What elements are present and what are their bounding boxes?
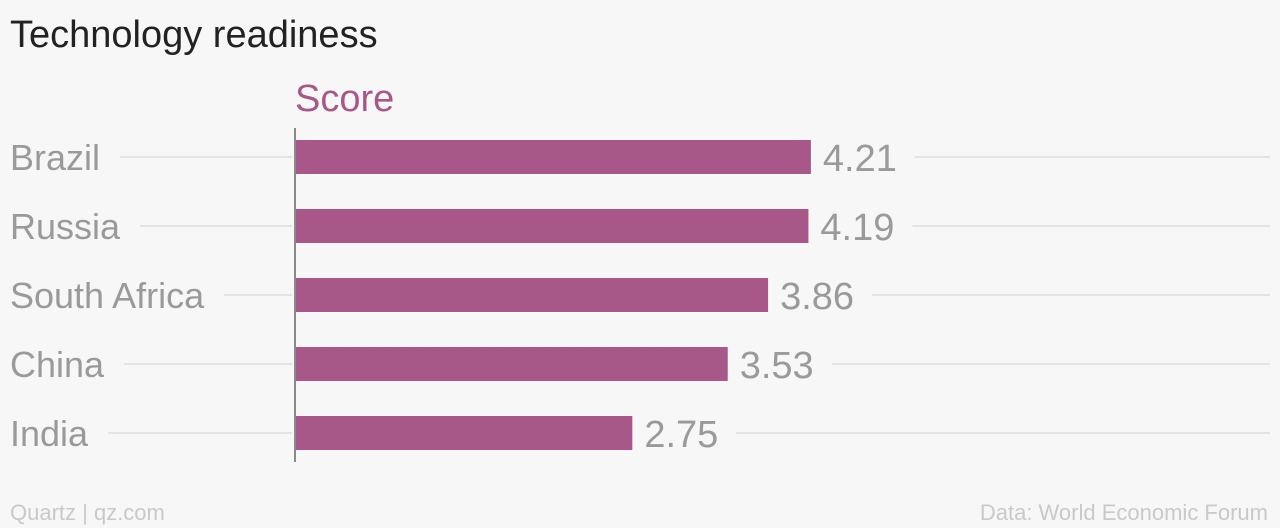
- chart-title: Technology readiness: [10, 14, 378, 56]
- category-label: South Africa: [10, 275, 205, 316]
- category-label: Russia: [10, 206, 121, 247]
- value-label: 2.75: [644, 414, 718, 456]
- value-label: 3.53: [740, 345, 814, 387]
- value-label: 4.19: [820, 207, 894, 249]
- bar: [296, 416, 633, 450]
- bar: [296, 209, 809, 243]
- category-label: Brazil: [10, 137, 100, 178]
- bar: [296, 347, 728, 381]
- series-label: Score: [295, 78, 395, 120]
- bar: [296, 140, 811, 174]
- value-label: 4.21: [823, 138, 897, 180]
- category-label: India: [10, 413, 89, 454]
- bar: [296, 278, 769, 312]
- footer-source: Data: World Economic Forum: [979, 500, 1268, 525]
- footer-credit: Quartz | qz.com: [10, 500, 165, 525]
- value-label: 3.86: [780, 276, 854, 318]
- category-label: China: [10, 344, 105, 385]
